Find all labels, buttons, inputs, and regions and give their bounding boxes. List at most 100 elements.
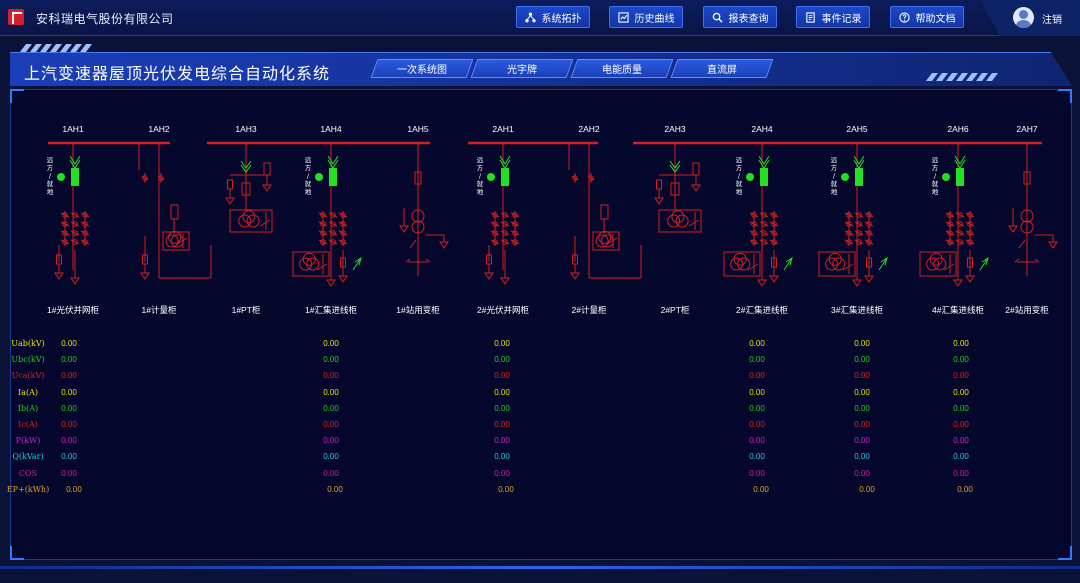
cabinet-name[interactable]: 1#光伏并网柜: [47, 305, 99, 315]
measure-value: 0.00: [61, 468, 77, 478]
measure-label: COS: [18, 468, 38, 478]
cabinet-2ah1[interactable]: 远方/就地: [477, 143, 520, 285]
measure-value: 0.00: [854, 436, 870, 446]
logout-link[interactable]: 注销: [1042, 15, 1062, 26]
nav-label: 事件记录: [821, 13, 862, 25]
breaker[interactable]: [71, 168, 79, 186]
cabinet-1ah5[interactable]: [399, 143, 449, 276]
measure-value: 0.00: [323, 403, 339, 413]
measure-value: 0.00: [323, 339, 339, 348]
cabinet-2ah6[interactable]: 远方/就地: [919, 143, 989, 287]
cabinet-2ah4[interactable]: 远方/就地: [723, 143, 793, 287]
frame-corner: [10, 546, 24, 560]
cabinet-1ah3[interactable]: [225, 143, 273, 233]
status-indicator: [942, 173, 950, 181]
switch-mode-label: /: [934, 172, 937, 180]
cabinet-name[interactable]: 4#汇集进线柜: [932, 305, 984, 315]
measure-label: Ubc(kV): [11, 355, 45, 365]
chart-icon: [617, 11, 629, 23]
measure-value: 0.00: [953, 339, 969, 348]
measure-value: 0.00: [494, 355, 510, 365]
cabinet-code: 2AH7: [1016, 124, 1038, 134]
measure-value: 0.00: [61, 387, 77, 397]
cabinet-2ah7[interactable]: [1008, 143, 1058, 276]
frame-corner: [10, 89, 24, 103]
measure-value: 0.00: [854, 355, 870, 365]
cabinet-code: 2AH6: [947, 124, 969, 134]
measure-value: 0.00: [323, 387, 339, 397]
help-icon: [898, 11, 910, 23]
breaker[interactable]: [329, 168, 337, 186]
cabinet-name[interactable]: 2#光伏并网柜: [477, 305, 529, 315]
breaker[interactable]: [501, 168, 509, 186]
cabinet-1ah2[interactable]: [138, 143, 212, 280]
cabinet-code: 1AH4: [320, 124, 342, 134]
measure-value: 0.00: [494, 452, 510, 462]
measure-value: 0.00: [749, 355, 765, 365]
switch-mode-label: 地: [47, 187, 54, 196]
breaker[interactable]: [760, 168, 768, 186]
measure-value: 0.00: [61, 403, 77, 413]
measure-value: 0.00: [749, 371, 765, 381]
measure-value: 0.00: [854, 371, 870, 381]
avatar[interactable]: [1013, 7, 1034, 28]
nav-button-report[interactable]: 报表查询: [703, 6, 777, 28]
cabinet-name[interactable]: 2#汇集进线柜: [736, 305, 788, 315]
cabinet-2ah2[interactable]: [568, 143, 642, 280]
status-indicator: [487, 173, 495, 181]
nav-button-events[interactable]: 事件记录: [796, 6, 870, 28]
cabinet-name[interactable]: 1#汇集进线柜: [305, 305, 357, 315]
frame-corner: [1058, 546, 1072, 560]
measure-value: 0.00: [66, 484, 82, 494]
cabinet-1ah4[interactable]: 远方/就地: [292, 143, 362, 287]
measure-label: Uca(kV): [11, 371, 45, 381]
measure-value: 0.00: [61, 436, 77, 446]
cabinet-name[interactable]: 1#站用变柜: [396, 305, 440, 315]
switch-mode-label: 就: [477, 179, 484, 188]
switch-mode-label: 远: [831, 156, 838, 164]
breaker[interactable]: [956, 168, 964, 186]
measure-value: 0.00: [61, 355, 77, 365]
measure-value: 0.00: [323, 452, 339, 462]
nav-label: 报表查询: [728, 13, 769, 25]
switch-mode-label: 远: [47, 156, 54, 164]
cabinet-name[interactable]: 2#站用变柜: [1005, 305, 1049, 315]
nav-button-topology[interactable]: 系统拓扑: [516, 6, 590, 28]
switch-mode-label: 地: [477, 187, 484, 196]
cabinet-code: 2AH1: [492, 124, 514, 134]
switch-mode-label: 地: [932, 187, 939, 196]
page-title: 上汽变速器屋顶光伏发电综合自动化系统: [24, 66, 331, 83]
status-indicator: [841, 173, 849, 181]
nav-button-help[interactable]: 帮助文档: [890, 6, 964, 28]
measure-value: 0.00: [953, 420, 969, 429]
search-icon: [712, 12, 723, 23]
measure-value: 0.00: [953, 403, 969, 413]
measure-value: 0.00: [749, 420, 765, 429]
switch-mode-label: 就: [831, 179, 838, 188]
measure-value: 0.00: [753, 484, 769, 494]
cabinet-code: 2AH2: [578, 124, 600, 134]
measure-value: 0.00: [854, 387, 870, 397]
decorative-stripes: [20, 44, 92, 52]
nav-label: 帮助文档: [915, 13, 956, 25]
measure-value: 0.00: [494, 403, 510, 413]
cabinet-name[interactable]: 1#PT柜: [231, 305, 261, 315]
cabinet-name[interactable]: 2#PT柜: [660, 305, 690, 315]
cabinet-2ah5[interactable]: 远方/就地: [818, 143, 888, 287]
measure-label: Ib(A): [17, 403, 39, 413]
measure-value: 0.00: [953, 355, 969, 365]
switch-mode-label: 方: [47, 163, 54, 172]
cabinet-name[interactable]: 2#计量柜: [571, 305, 607, 315]
cabinet-2ah3[interactable]: [654, 143, 702, 233]
diagram-panel: [10, 89, 1072, 560]
cabinet-name[interactable]: 1#计量柜: [141, 305, 177, 315]
cabinet-1ah1[interactable]: 远方/就地: [47, 143, 90, 285]
measure-value: 0.00: [749, 436, 765, 446]
cabinet-name[interactable]: 3#汇集进线柜: [831, 305, 883, 315]
measure-value: 0.00: [323, 420, 339, 429]
measure-value: 0.00: [61, 420, 77, 429]
breaker[interactable]: [855, 168, 863, 186]
measure-value: 0.00: [494, 371, 510, 381]
nav-button-history[interactable]: 历史曲线: [609, 6, 683, 28]
